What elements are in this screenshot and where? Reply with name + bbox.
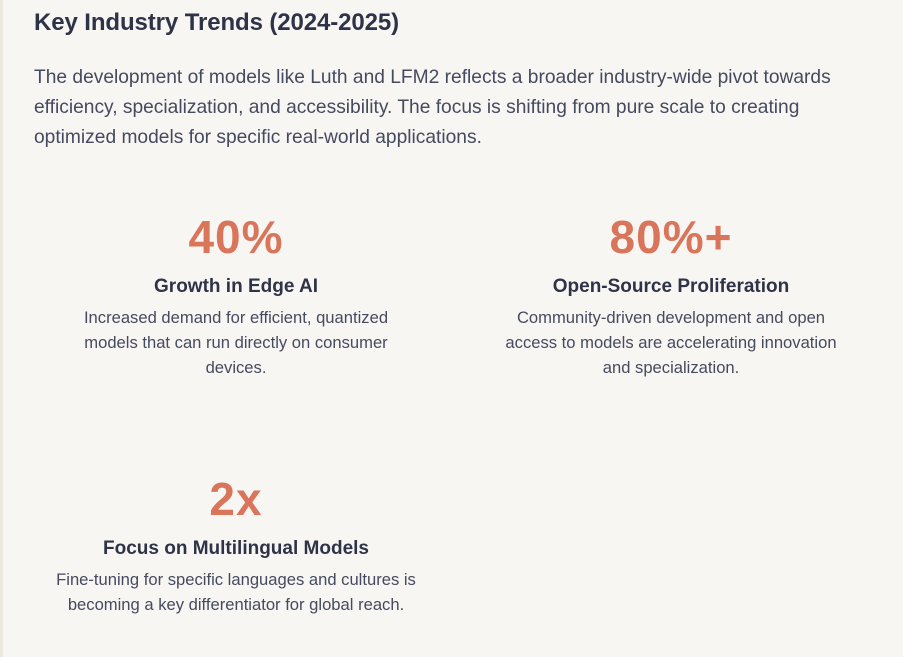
stat-value: 2x — [209, 473, 263, 525]
stat-card-edge-ai: 40% Growth in Edge AI Increased demand f… — [46, 208, 426, 380]
left-divider — [0, 0, 3, 657]
stat-description: Increased demand for efficient, quantize… — [83, 308, 389, 377]
stat-card-open-source: 80%+ Open-Source Proliferation Community… — [481, 208, 861, 380]
stat-label: Open-Source Proliferation — [552, 276, 790, 297]
stat-value: 80%+ — [609, 211, 733, 263]
stat-description: Fine-tuning for specific languages and c… — [56, 570, 416, 614]
stat-label: Focus on Multilingual Models — [103, 538, 369, 559]
stat-value: 40% — [188, 211, 284, 263]
stat-description: Community-driven development and open ac… — [505, 308, 837, 377]
stat-card-multilingual: 2x Focus on Multilingual Models Fine-tun… — [46, 470, 426, 617]
section-title: Key Industry Trends (2024-2025) — [34, 9, 400, 36]
stat-label: Growth in Edge AI — [154, 276, 318, 297]
intro-paragraph: The development of models like Luth and … — [34, 67, 831, 148]
